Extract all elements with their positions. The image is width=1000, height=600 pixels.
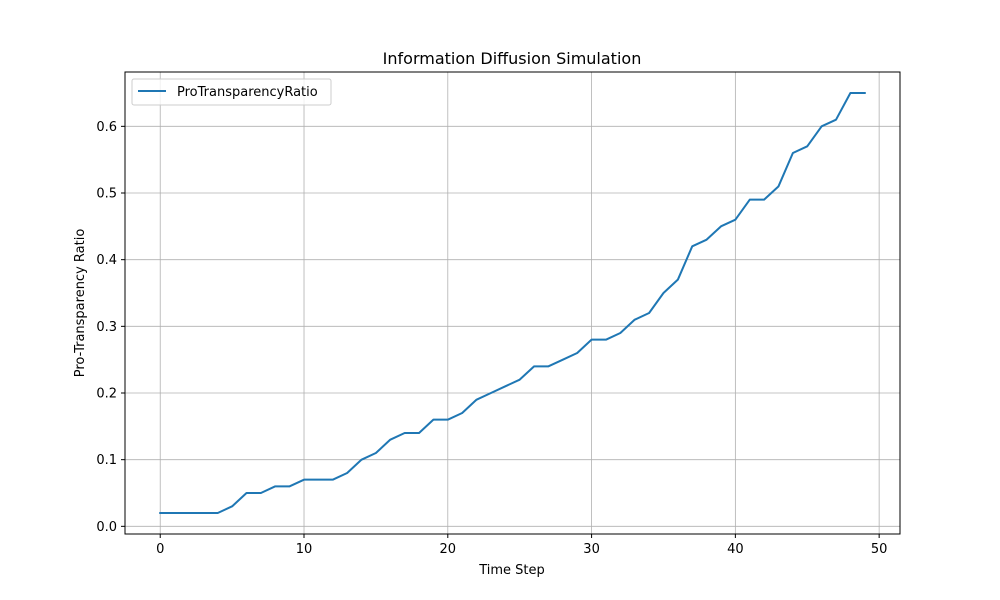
legend: ProTransparencyRatio (131, 78, 332, 106)
plot-frame (124, 71, 901, 535)
y-tick-label: 0.5 (96, 187, 117, 202)
x-tick-label: 10 (296, 542, 313, 557)
x-tick-label: 0 (156, 542, 164, 557)
x-axis-label: Time Step (478, 563, 545, 578)
chart-title: Information Diffusion Simulation (383, 49, 642, 68)
series-line (159, 92, 866, 514)
x-tick-label: 20 (440, 542, 457, 557)
y-tick-label: 0.1 (96, 453, 117, 468)
legend-label: ProTransparencyRatio (177, 85, 318, 100)
y-tick-label: 0.4 (96, 253, 117, 268)
y-tick-label: 0.3 (96, 320, 117, 335)
x-tick-label: 50 (871, 542, 888, 557)
y-tick-label: 0.6 (96, 120, 117, 135)
ticks: 0 10 20 30 40 50 0.0 0.1 0.2 0.3 0.4 0.5 0.6 (96, 120, 887, 557)
x-tick-label: 30 (583, 542, 600, 557)
x-tick-label: 40 (727, 542, 744, 557)
y-axis-label: Pro-Transparency Ratio (73, 229, 88, 378)
series-layer (159, 92, 866, 514)
legend-box (131, 78, 332, 106)
grid (125, 72, 900, 534)
y-tick-label: 0.2 (96, 387, 117, 402)
y-tick-label: 0.0 (96, 520, 117, 535)
